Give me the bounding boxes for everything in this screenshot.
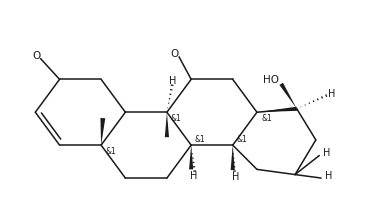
Text: H: H (232, 172, 239, 182)
Text: O: O (32, 51, 41, 61)
Polygon shape (280, 83, 297, 109)
Text: H: H (328, 89, 335, 99)
Text: H: H (325, 171, 332, 181)
Text: &1: &1 (195, 135, 205, 145)
Text: &1: &1 (105, 147, 116, 156)
Polygon shape (257, 107, 297, 112)
Polygon shape (231, 145, 235, 170)
Text: O: O (171, 49, 179, 59)
Text: &1: &1 (261, 114, 272, 123)
Text: &1: &1 (170, 114, 181, 123)
Text: &1: &1 (237, 135, 247, 145)
Polygon shape (189, 145, 193, 169)
Text: H: H (323, 148, 331, 158)
Polygon shape (100, 118, 105, 145)
Text: H: H (169, 76, 177, 86)
Text: H: H (190, 171, 197, 181)
Text: HO: HO (263, 75, 279, 85)
Polygon shape (165, 112, 169, 137)
